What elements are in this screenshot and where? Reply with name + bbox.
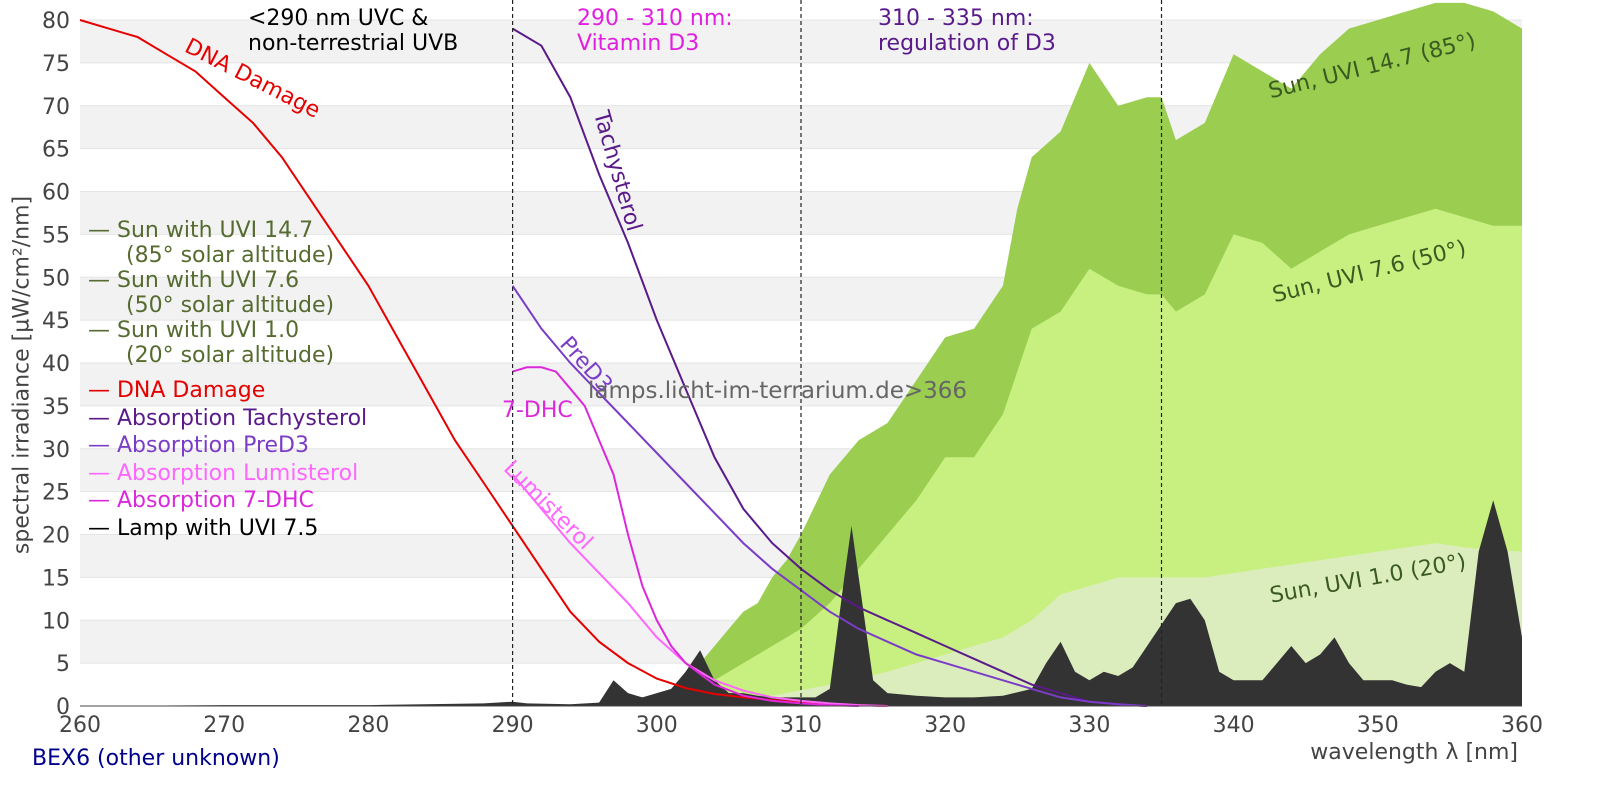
legend-item-7dhc: — Absorption 7-DHC xyxy=(88,488,314,513)
legend-item-dna: — DNA Damage xyxy=(88,378,266,403)
legend-item-lamp: — Lamp with UVI 7.5 xyxy=(88,515,319,541)
legend-item-tachysterol: — Absorption Tachysterol xyxy=(88,405,368,431)
y-tick-label: 20 xyxy=(42,524,70,549)
y-tick-label: 35 xyxy=(42,395,70,420)
y-tick-label: 55 xyxy=(42,223,70,248)
y-tick-label: 75 xyxy=(42,52,70,77)
series-line-6 xyxy=(511,285,1148,707)
x-tick-label: 360 xyxy=(1501,713,1543,738)
footer-note: BEX6 (other unknown) xyxy=(32,746,280,771)
y-tick-label: 50 xyxy=(42,266,70,291)
y-tick-label: 45 xyxy=(42,309,70,334)
legend-item-pred3: — Absorption PreD3 xyxy=(88,433,309,458)
x-tick-label: 290 xyxy=(492,713,534,738)
y-tick-label: 40 xyxy=(42,352,70,377)
x-tick-label: 350 xyxy=(1357,713,1399,738)
y-tick-label: 0 xyxy=(56,695,70,720)
x-tick-label: 310 xyxy=(780,713,822,738)
y-tick-label: 10 xyxy=(42,609,70,634)
legend-item-sun-14-7: — Sun with UVI 14.7 (85° solar altitude) xyxy=(88,218,335,268)
region-label-vitamin-d3: 290 - 310 nm: Vitamin D3 xyxy=(577,6,733,56)
y-tick-label: 30 xyxy=(42,438,70,463)
watermark: lamps.licht-im-terrarium.de>366 xyxy=(588,378,968,404)
region-label-regulation: 310 - 335 nm: regulation of D3 xyxy=(878,6,1056,56)
curve-label-7dhc: 7-DHC xyxy=(502,398,573,423)
region-label-uvc: <290 nm UVC & non-terrestrial UVB xyxy=(248,6,459,56)
y-tick-label: 15 xyxy=(42,566,70,591)
series-line-7 xyxy=(511,473,888,707)
y-tick-label: 60 xyxy=(42,181,70,206)
y-tick-label: 5 xyxy=(56,652,70,677)
y-tick-label: 80 xyxy=(42,9,70,34)
y-tick-label: 70 xyxy=(42,95,70,120)
legend-item-sun-7-6: — Sun with UVI 7.6 (50° solar altitude) xyxy=(88,268,335,318)
y-tick-label: 65 xyxy=(42,138,70,163)
series-line-8 xyxy=(512,366,859,707)
legend-item-sun-1-0: — Sun with UVI 1.0 (20° solar altitude) xyxy=(88,318,335,368)
x-tick-label: 320 xyxy=(924,713,966,738)
legend: — Sun with UVI 14.7 (85° solar altitude) … xyxy=(88,218,367,542)
x-axis-label: wavelength λ [nm] xyxy=(1310,740,1518,765)
x-tick-label: 280 xyxy=(347,713,389,738)
x-tick-label: 340 xyxy=(1213,713,1255,738)
x-tick-label: 260 xyxy=(59,713,101,738)
series-line-5 xyxy=(512,27,1148,707)
grid-band xyxy=(80,20,1522,63)
x-tick-label: 270 xyxy=(203,713,245,738)
legend-item-lumisterol: — Absorption Lumisterol xyxy=(88,460,359,486)
y-axis-label: spectral irradiance [µW/cm²/nm] xyxy=(9,195,35,555)
x-tick-label: 330 xyxy=(1068,713,1110,738)
y-tick-label: 25 xyxy=(42,481,70,506)
x-tick-label: 300 xyxy=(636,713,678,738)
